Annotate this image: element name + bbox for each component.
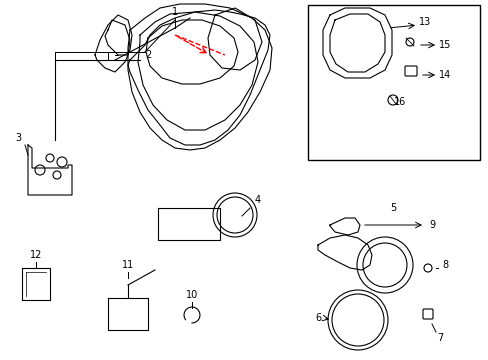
Text: 8: 8	[441, 260, 447, 270]
Text: 14: 14	[438, 70, 450, 80]
Text: 5: 5	[389, 203, 395, 213]
Text: 4: 4	[254, 195, 261, 205]
Text: 6: 6	[314, 313, 321, 323]
Text: 10: 10	[185, 290, 198, 300]
Text: 16: 16	[393, 97, 406, 107]
Text: 3: 3	[15, 133, 21, 143]
Bar	[307, 5, 479, 160]
Text: 13: 13	[418, 17, 430, 27]
Text: 15: 15	[438, 40, 450, 50]
Text: 2: 2	[144, 50, 151, 60]
Text: 9: 9	[428, 220, 434, 230]
Text: 11: 11	[122, 260, 134, 270]
Text: 1: 1	[172, 7, 178, 17]
Text: 12: 12	[30, 250, 42, 260]
Text: 7: 7	[436, 333, 442, 343]
